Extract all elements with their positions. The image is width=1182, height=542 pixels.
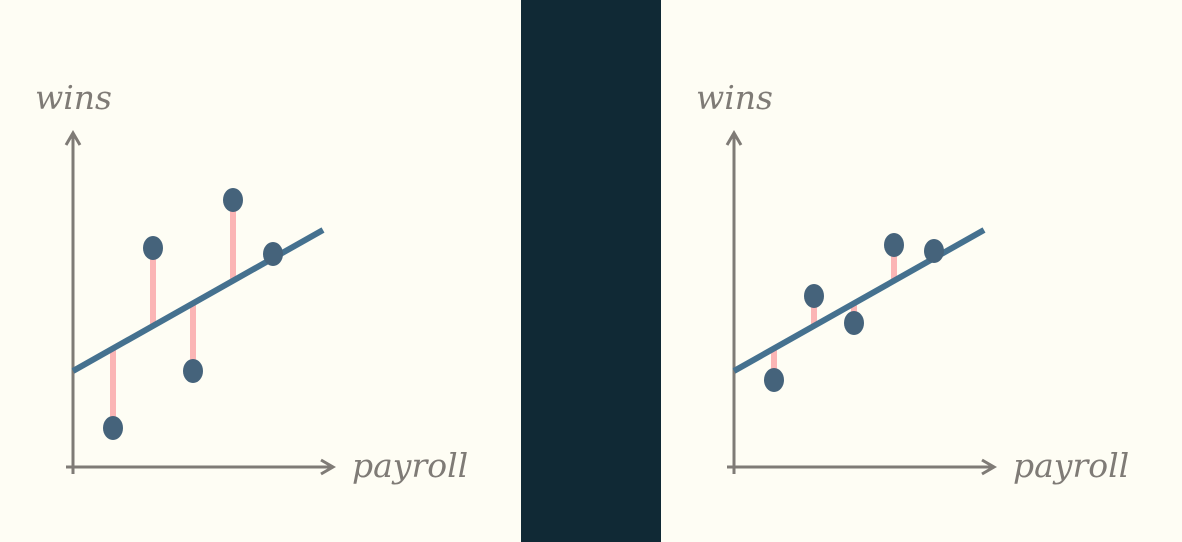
x-axis-label: payroll	[352, 446, 468, 485]
y-axis-arrowhead	[64, 130, 82, 146]
y-axis-label: wins	[696, 78, 773, 117]
panel-divider	[521, 0, 661, 542]
data-point-3	[183, 359, 203, 383]
regression-line	[732, 227, 986, 374]
data-point-2	[143, 236, 163, 260]
scatter-plot-right: wins payroll	[696, 78, 1129, 485]
chart-panel-right: wins payroll	[661, 0, 1182, 542]
scatter-plot-left: wins payroll	[35, 78, 468, 485]
data-point-4	[223, 188, 243, 212]
data-point-3	[844, 311, 864, 335]
data-point-2	[804, 284, 824, 308]
data-point-4	[884, 233, 904, 257]
y-axis-arrowhead	[725, 130, 743, 146]
chart-panel-left: wins payroll	[0, 0, 521, 542]
regression-line	[71, 227, 325, 374]
axes	[725, 130, 997, 476]
axes	[64, 130, 336, 476]
y-axis-label: wins	[35, 78, 112, 117]
data-point-5	[924, 239, 944, 263]
data-point-5	[263, 242, 283, 266]
x-axis-arrowhead	[320, 458, 336, 476]
x-axis-label: payroll	[1013, 446, 1129, 485]
data-point-1	[103, 416, 123, 440]
x-axis-arrowhead	[981, 458, 997, 476]
data-point-1	[764, 368, 784, 392]
